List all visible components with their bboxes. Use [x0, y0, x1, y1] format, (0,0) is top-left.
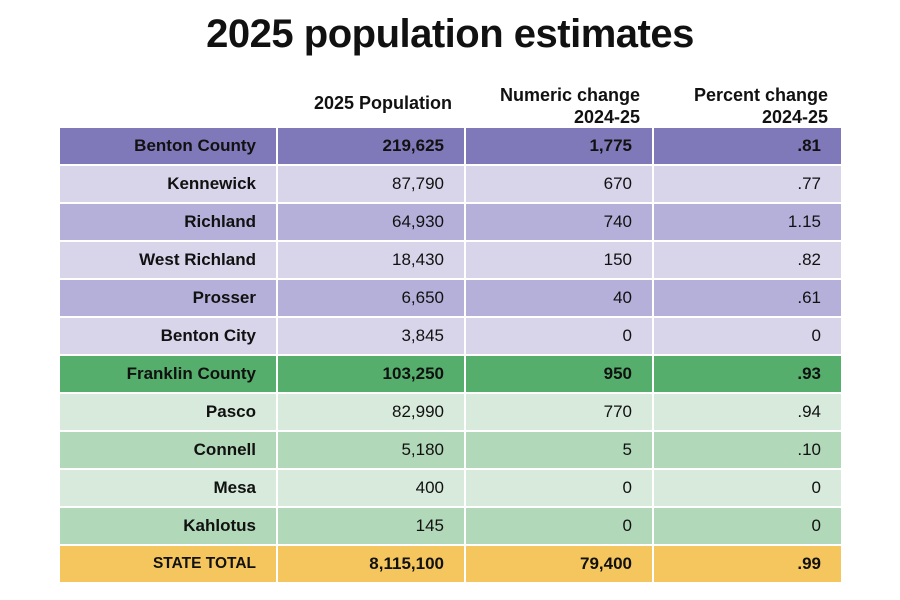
numeric-change-value: 740	[466, 204, 652, 240]
population-value: 103,250	[278, 356, 464, 392]
percent-change-value: .81	[654, 128, 841, 164]
numeric-change-value: 150	[466, 242, 652, 278]
percent-change-value: .77	[654, 166, 841, 202]
header-percent-change: Percent change 2024-25	[693, 85, 828, 127]
row-label: Connell	[60, 432, 276, 468]
table-row: Pasco 82,990 770.94	[60, 394, 841, 430]
row-label: Kahlotus	[60, 508, 276, 544]
table-row: West Richland 18,430 150.82	[60, 242, 841, 278]
header-numeric-change: Numeric change 2024-25	[499, 85, 640, 127]
percent-change-value: .94	[654, 394, 841, 430]
numeric-change-value: 0	[466, 508, 652, 544]
numeric-change-value: 770	[466, 394, 652, 430]
population-table: Benton County 219,625 1,775.81 Kennewick 87,…	[60, 128, 841, 584]
row-label: Prosser	[60, 280, 276, 316]
numeric-change-value: 670	[466, 166, 652, 202]
column-headers: 2025 Population Numeric change 2024-25 P…	[0, 78, 900, 128]
header-population: 2025 Population	[313, 93, 452, 113]
numeric-change-value: 0	[466, 470, 652, 506]
table-row: Benton City 3,845 0 0	[60, 318, 841, 354]
row-label: Franklin County	[60, 356, 276, 392]
table-row: Benton County 219,625 1,775.81	[60, 128, 841, 164]
population-value: 8,115,100	[278, 546, 464, 582]
row-label: Kennewick	[60, 166, 276, 202]
row-label: Benton City	[60, 318, 276, 354]
population-value: 6,650	[278, 280, 464, 316]
population-value: 219,625	[278, 128, 464, 164]
chart-title: 2025 population estimates	[206, 12, 694, 56]
numeric-change-value: 1,775	[466, 128, 652, 164]
population-value: 3,845	[278, 318, 464, 354]
row-label: West Richland	[60, 242, 276, 278]
numeric-change-value: 0	[466, 318, 652, 354]
row-label: Richland	[60, 204, 276, 240]
row-label: STATE TOTAL	[60, 546, 276, 582]
percent-change-value: 0	[654, 508, 841, 544]
table-row: Kennewick 87,790 670.77	[60, 166, 841, 202]
table-row: Kahlotus 145 0 0	[60, 508, 841, 544]
row-label: Mesa	[60, 470, 276, 506]
table-row: Richland 64,930 740 1.15	[60, 204, 841, 240]
table-row: Prosser 6,650 40.61	[60, 280, 841, 316]
population-value: 145	[278, 508, 464, 544]
table-row: Connell 5,180 5.10	[60, 432, 841, 468]
population-value: 82,990	[278, 394, 464, 430]
percent-change-value: .10	[654, 432, 841, 468]
percent-change-value: .99	[654, 546, 841, 582]
population-value: 5,180	[278, 432, 464, 468]
row-label: Benton County	[60, 128, 276, 164]
numeric-change-value: 40	[466, 280, 652, 316]
population-value: 18,430	[278, 242, 464, 278]
percent-change-value: .82	[654, 242, 841, 278]
percent-change-value: .61	[654, 280, 841, 316]
population-value: 64,930	[278, 204, 464, 240]
numeric-change-value: 79,400	[466, 546, 652, 582]
percent-change-value: .93	[654, 356, 841, 392]
percent-change-value: 1.15	[654, 204, 841, 240]
percent-change-value: 0	[654, 470, 841, 506]
numeric-change-value: 950	[466, 356, 652, 392]
percent-change-value: 0	[654, 318, 841, 354]
table-row: Franklin County 103,250 950.93	[60, 356, 841, 392]
population-value: 400	[278, 470, 464, 506]
population-value: 87,790	[278, 166, 464, 202]
row-label: Pasco	[60, 394, 276, 430]
table-row: Mesa 400 0 0	[60, 470, 841, 506]
numeric-change-value: 5	[466, 432, 652, 468]
table-row-total: STATE TOTAL 8,115,100 79,400.99	[60, 546, 841, 582]
